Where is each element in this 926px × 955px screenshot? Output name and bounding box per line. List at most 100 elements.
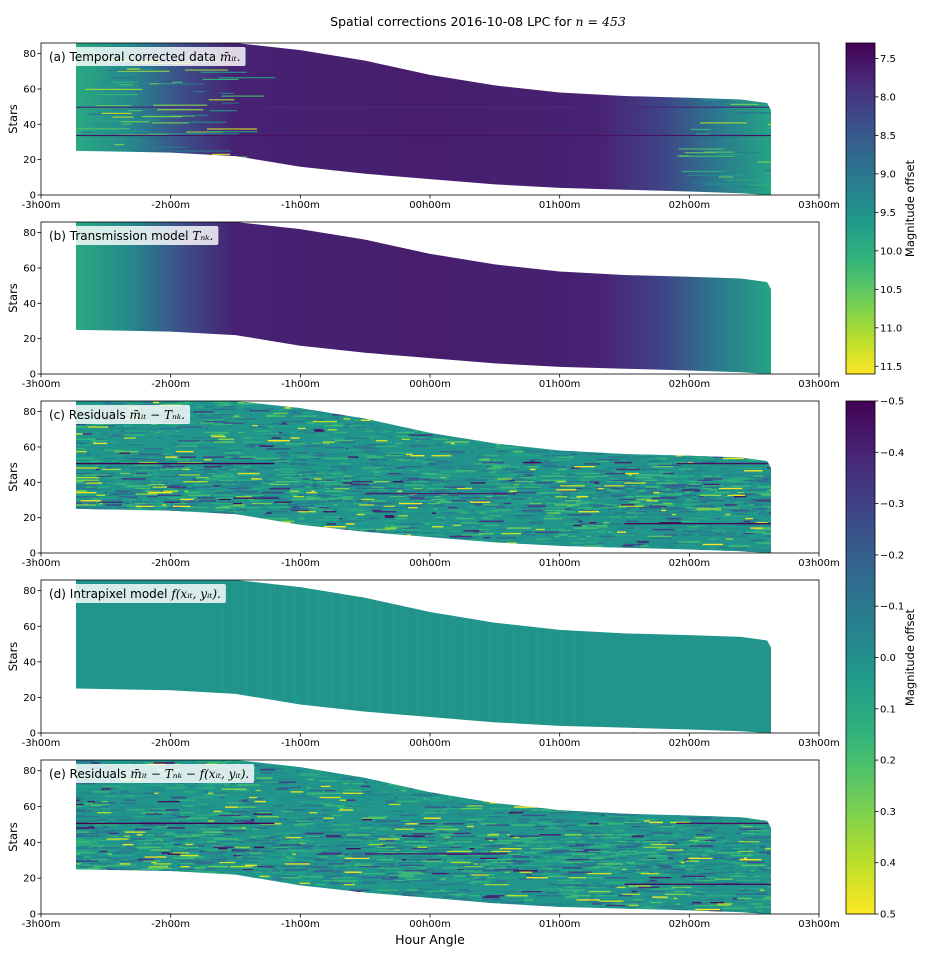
heatmap-cell (135, 487, 151, 490)
heatmap-cell (88, 489, 112, 491)
heatmap-cell (287, 453, 310, 456)
heatmap-cell (726, 486, 744, 488)
heatmap-cell (636, 865, 652, 868)
heatmap-cell (125, 430, 147, 432)
heatmap-cell (755, 825, 765, 828)
heatmap-cell (639, 404, 652, 406)
heatmap-cell (448, 509, 464, 512)
heatmap-cell (729, 500, 754, 502)
heatmap-cell (430, 906, 444, 908)
heatmap-cell (554, 550, 575, 552)
heatmap-cell (399, 407, 412, 409)
heatmap-cell (703, 550, 712, 552)
heatmap-cell (513, 414, 532, 416)
heatmap-cell (673, 870, 693, 872)
heatmap-cell (388, 890, 402, 893)
heatmap-cell (209, 512, 234, 514)
heatmap-cell (322, 437, 340, 439)
heatmap-cell (751, 903, 764, 905)
heatmap-cell (111, 534, 123, 536)
heatmap-streak (678, 148, 725, 150)
heatmap-cell (560, 498, 579, 501)
heatmap-cell (532, 896, 538, 898)
heatmap-cell (264, 517, 289, 520)
heatmap-cell (422, 422, 431, 424)
heatmap-cell (601, 527, 611, 529)
heatmap-cell (98, 892, 114, 894)
heatmap-cell (609, 818, 625, 821)
heatmap-cell (164, 403, 189, 405)
heatmap-cell (365, 404, 376, 406)
heatmap-cell (220, 501, 235, 503)
heatmap-cell (354, 453, 365, 456)
heatmap-cell (126, 865, 145, 868)
heatmap-cell (376, 820, 400, 822)
heatmap-cell (446, 475, 451, 477)
heatmap-cell (530, 827, 537, 829)
panel-label-text: (d) Intrapixel model f(xᵢₜ, yᵢₜ). (49, 587, 221, 601)
heatmap-cell (76, 504, 89, 506)
heatmap-cell (150, 897, 171, 900)
heatmap-cell (361, 817, 386, 819)
heatmap-cell (400, 479, 419, 481)
heatmap-cell (412, 426, 418, 428)
heatmap-cell (402, 476, 417, 479)
heatmap-cell (408, 512, 428, 514)
heatmap-cell (742, 502, 762, 505)
heatmap-cell (503, 468, 517, 471)
heatmap-fringe (385, 580, 387, 733)
heatmap-cell (678, 515, 695, 517)
heatmap-cell (263, 442, 277, 445)
heatmap-cell (465, 468, 478, 471)
heatmap-cell (584, 849, 601, 851)
heatmap-cell (311, 854, 331, 857)
heatmap-cell (325, 539, 337, 542)
heatmap-cell (226, 541, 233, 543)
heatmap-cell (326, 549, 334, 551)
heatmap-cell (577, 864, 597, 866)
heatmap-cell (440, 470, 455, 472)
heatmap-cell (233, 415, 240, 417)
heatmap-cell (530, 459, 542, 461)
heatmap-cell (432, 892, 457, 894)
heatmap-cell (128, 459, 142, 461)
heatmap-cell (586, 415, 604, 417)
heatmap-cell (172, 522, 196, 524)
heatmap-cell (467, 805, 484, 807)
heatmap-cell (427, 485, 436, 487)
heatmap-cell (473, 903, 478, 905)
heatmap-cell (623, 547, 643, 550)
heatmap-cell (716, 506, 740, 509)
heatmap-cell (493, 531, 502, 533)
heatmap-cell (616, 468, 641, 471)
heatmap-cell (361, 467, 382, 469)
heatmap-cell (633, 500, 645, 502)
heatmap-cell (310, 872, 320, 875)
heatmap-cell (700, 534, 725, 536)
heatmap-cell (431, 526, 444, 528)
heatmap-cell (227, 904, 253, 907)
heatmap-cell (626, 812, 648, 814)
heatmap-cell (353, 422, 371, 424)
heatmap-cell (770, 453, 772, 456)
heatmap-cell (694, 836, 707, 839)
heatmap-cell (481, 517, 494, 520)
heatmap-body (76, 760, 772, 914)
heatmap-cell (151, 882, 171, 884)
heatmap-cell (578, 820, 586, 822)
heatmap-cell (490, 416, 497, 419)
heatmap-cell (538, 457, 549, 460)
heatmap-cell (126, 841, 145, 843)
heatmap-cell (644, 449, 664, 451)
heatmap-cell (443, 478, 458, 480)
heatmap-cell (393, 849, 401, 851)
heatmap-cell (505, 420, 516, 423)
heatmap-cell (119, 511, 136, 513)
heatmap-cell (471, 860, 495, 862)
heatmap-cell (383, 483, 403, 486)
heatmap-cell (131, 455, 150, 457)
heatmap-cell (104, 841, 120, 843)
heatmap-cell (486, 496, 492, 498)
heatmap-cell (586, 467, 598, 469)
heatmap-streak (720, 174, 744, 176)
